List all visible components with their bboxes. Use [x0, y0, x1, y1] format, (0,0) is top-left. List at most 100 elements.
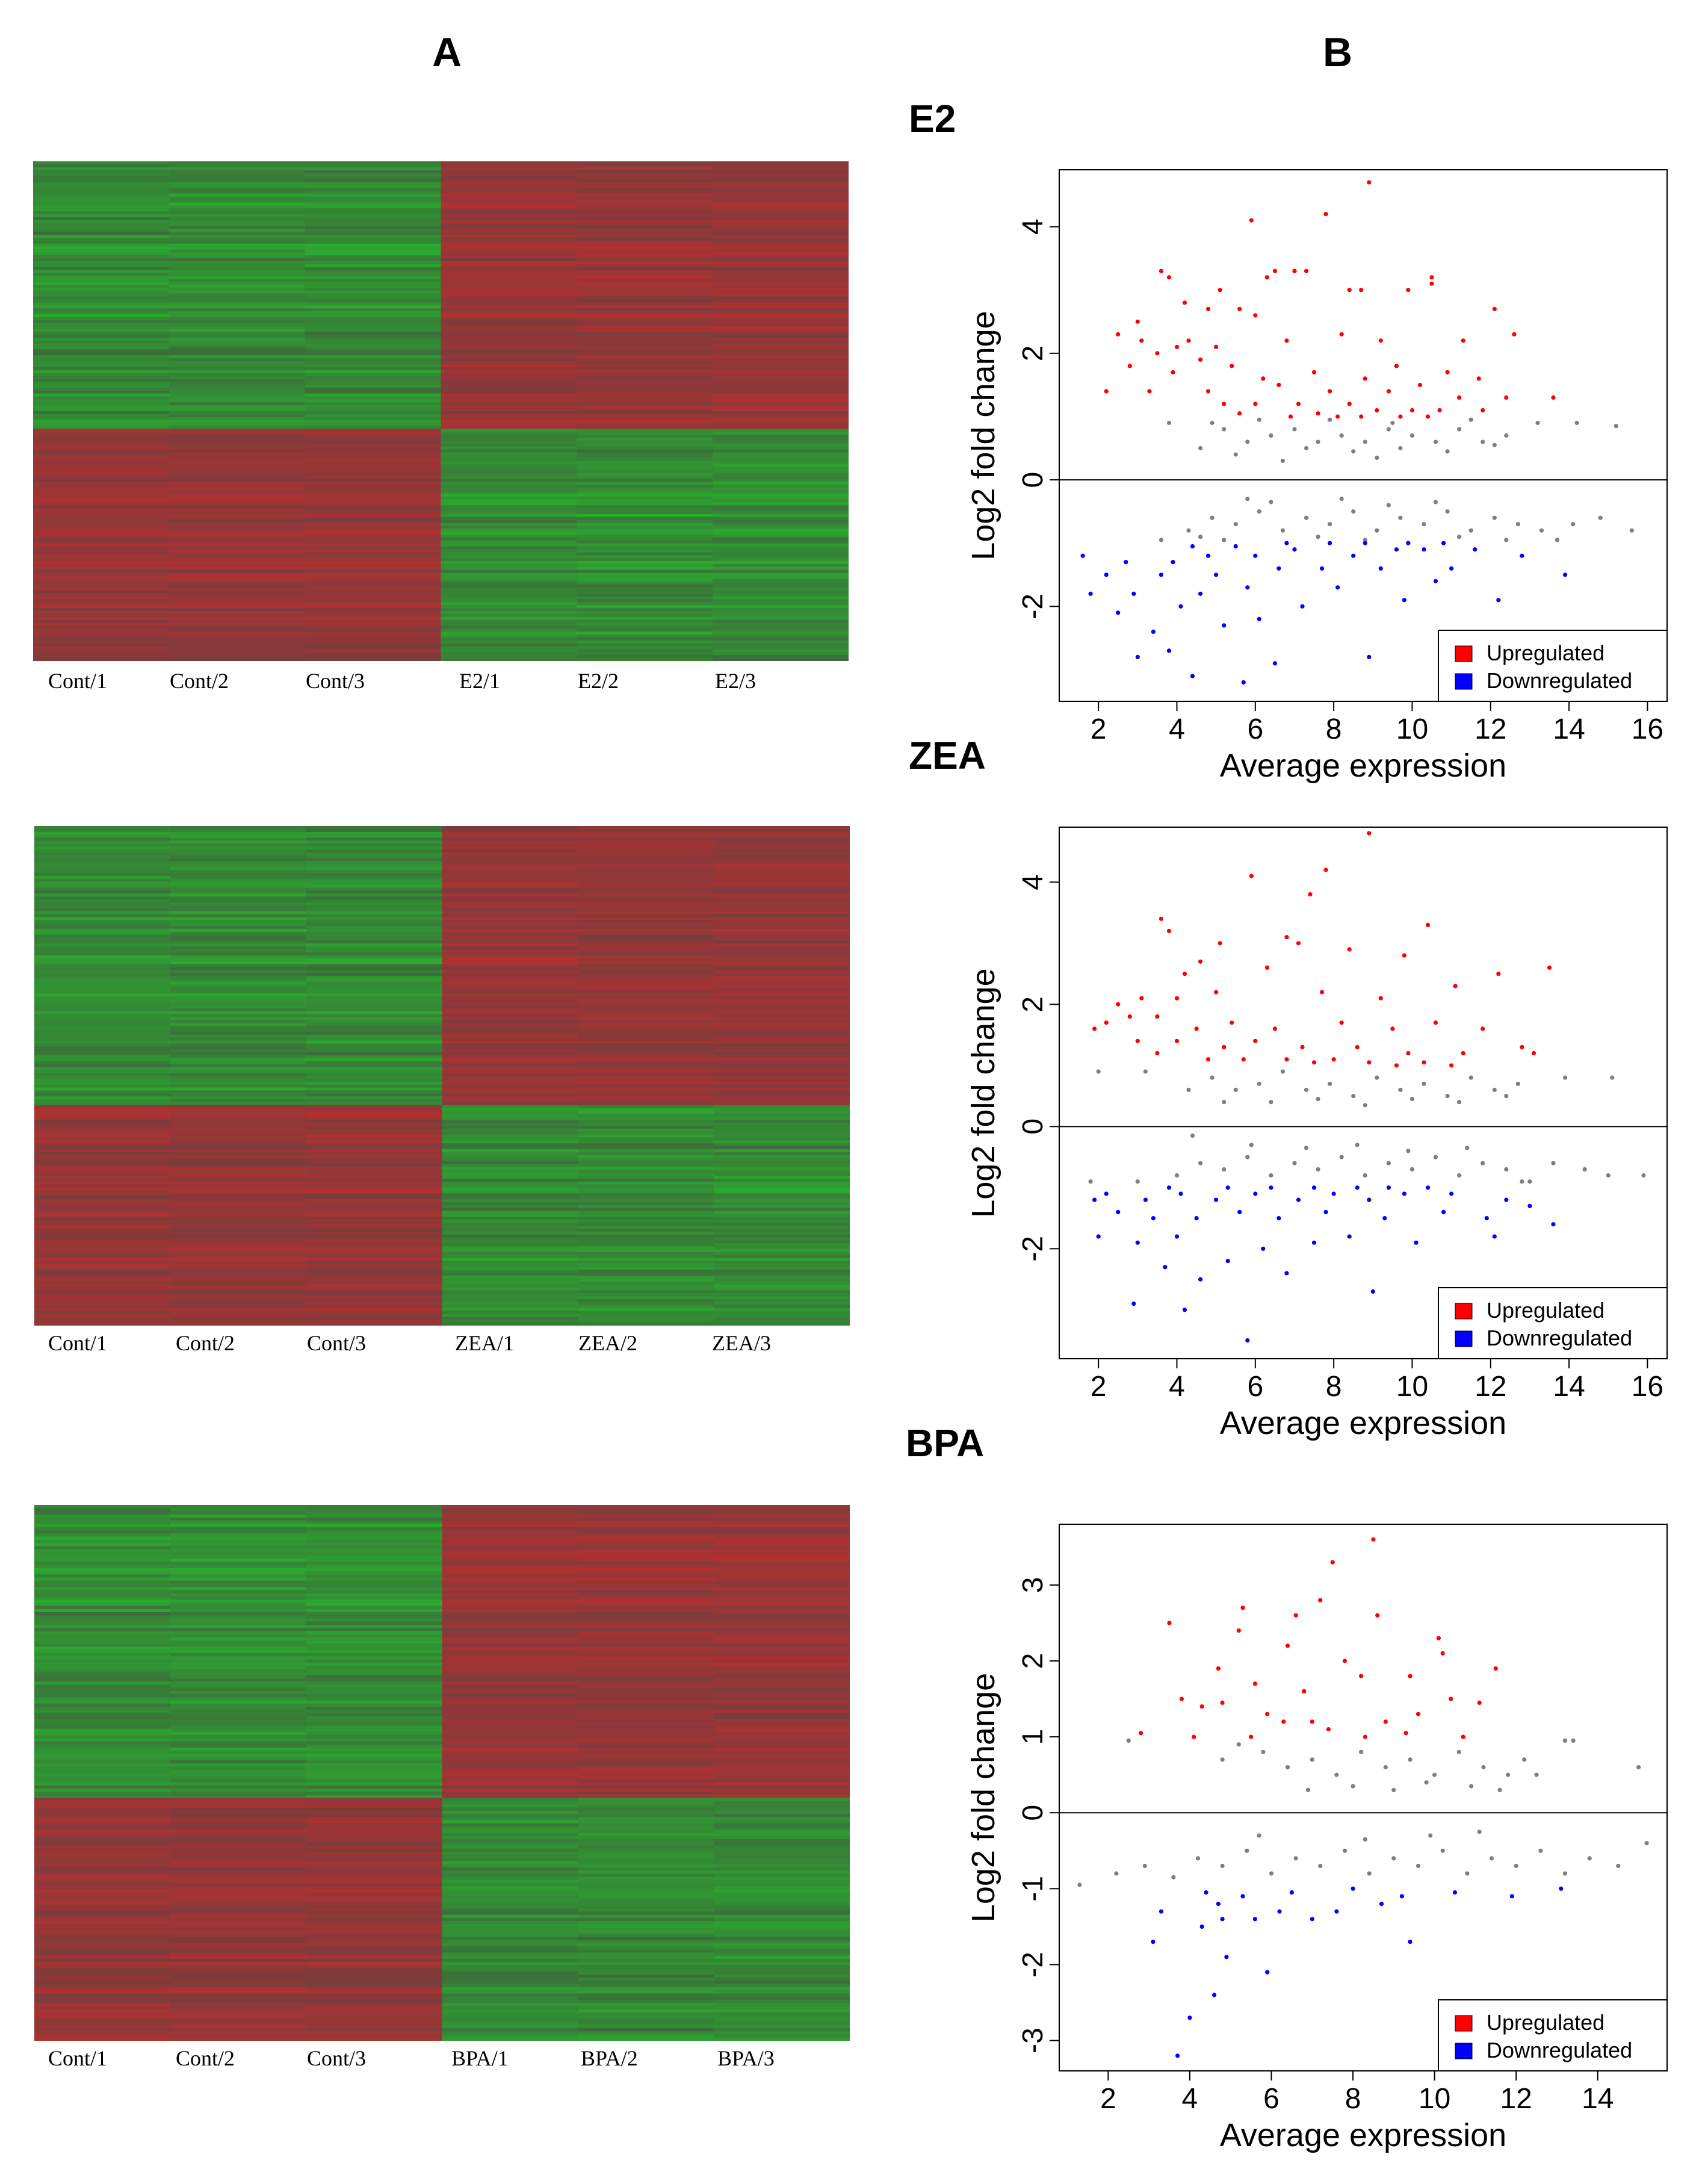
- heatmap-cell: [442, 1924, 578, 1928]
- heatmap-cell: [170, 1628, 307, 1632]
- heatmap-cell: [170, 843, 307, 847]
- heatmap-cell: [170, 1317, 307, 1320]
- heatmap-cell: [306, 2015, 443, 2019]
- heatmap-cell: [441, 464, 577, 468]
- heatmap-cell: [713, 208, 849, 212]
- heatmap-cell: [34, 1836, 171, 1840]
- heatmap-cell: [306, 1020, 443, 1023]
- heatmap-cell: [306, 1011, 443, 1015]
- heatmap-cell: [714, 1628, 850, 1632]
- heatmap-cell: [578, 973, 714, 976]
- heatmap-cell: [578, 1643, 714, 1648]
- heatmap-cell: [714, 2015, 850, 2019]
- heatmap-cell: [578, 1810, 714, 1814]
- heatmap-cell: [33, 370, 170, 374]
- heatmap-cell: [170, 2019, 307, 2023]
- data-point: [1198, 445, 1203, 451]
- heatmap-cell: [33, 543, 170, 547]
- x-tick-label: 4: [1182, 2083, 1198, 2115]
- x-tick-label: 16: [1632, 713, 1663, 745]
- heatmap-cell: [442, 1864, 578, 1868]
- heatmap-cell: [713, 585, 849, 588]
- heatmap-cell: [578, 1719, 714, 1723]
- data-point: [1514, 1863, 1518, 1869]
- heatmap-cell: [442, 2037, 578, 2041]
- heatmap-cell: [34, 1226, 171, 1229]
- heatmap-cell: [170, 1987, 307, 1991]
- heatmap-cell: [305, 217, 442, 221]
- data-point: [1269, 1185, 1273, 1190]
- heatmap-cell: [169, 308, 306, 312]
- heatmap-cell: [305, 332, 442, 335]
- heatmap-cell: [713, 402, 849, 406]
- heatmap-cell: [578, 1978, 714, 1982]
- data-point: [1440, 1651, 1445, 1656]
- heatmap-cell: [306, 1240, 443, 1244]
- heatmap-cell: [578, 1675, 714, 1679]
- heatmap-cell: [305, 464, 442, 468]
- heatmap-cell: [713, 220, 849, 224]
- heatmap-cell: [578, 1952, 714, 1957]
- heatmap-cell: [577, 482, 713, 485]
- heatmap-cell: [306, 887, 443, 892]
- heatmap-cell: [169, 487, 306, 491]
- heatmap-cell: [306, 855, 443, 859]
- heatmap-cell: [442, 1281, 578, 1285]
- heatmap-cell: [578, 1011, 714, 1015]
- heatmap-cell: [170, 1725, 307, 1730]
- heatmap-cell: [34, 1220, 171, 1223]
- heatmap-cell: [306, 1002, 443, 1006]
- heatmap-cell: [170, 1176, 307, 1179]
- heatmap-cell: [34, 1246, 171, 1250]
- data-point: [1406, 1149, 1411, 1153]
- heatmap-cell: [714, 1722, 850, 1727]
- heatmap-cell: [34, 1609, 171, 1613]
- heatmap-cell: [577, 455, 713, 459]
- heatmap-cell: [305, 517, 442, 521]
- heatmap-cell: [577, 232, 713, 235]
- heatmap-cell: [714, 1293, 850, 1297]
- heatmap-cell: [714, 1731, 850, 1736]
- data-point: [1616, 1863, 1621, 1869]
- heatmap-cell: [306, 1196, 443, 1200]
- heatmap-cell: [578, 1769, 714, 1773]
- heatmap-cell: [577, 449, 713, 453]
- heatmap-cell: [34, 1114, 171, 1117]
- heatmap-cell: [170, 1870, 307, 1875]
- data-point: [1230, 364, 1234, 368]
- heatmap-cell: [170, 1908, 307, 1912]
- heatmap-cell: [713, 308, 849, 312]
- heatmap-cell: [305, 382, 442, 385]
- heatmap-cell: [170, 1149, 307, 1153]
- heatmap-cell: [441, 270, 577, 274]
- heatmap-cell: [442, 1826, 578, 1830]
- heatmap-cell: [442, 1600, 578, 1603]
- heatmap-cell: [714, 1246, 850, 1250]
- heatmap-cell: [305, 549, 442, 553]
- heatmap-cell: [578, 1801, 714, 1805]
- heatmap-cell: [714, 861, 850, 865]
- data-point: [1493, 1666, 1498, 1671]
- heatmap-cell: [33, 508, 170, 512]
- heatmap-cell: [442, 864, 578, 867]
- heatmap-cell: [170, 908, 307, 912]
- heatmap-cell: [578, 1552, 714, 1556]
- heatmap-cell: [34, 1031, 171, 1035]
- heatmap-cell: [170, 1087, 307, 1091]
- data-point: [1220, 1917, 1225, 1922]
- data-point: [1520, 1179, 1524, 1184]
- heatmap-cell: [713, 396, 849, 400]
- heatmap-cell: [34, 1792, 171, 1796]
- heatmap-cell: [714, 1105, 850, 1109]
- heatmap-cell: [305, 526, 442, 529]
- heatmap-cell: [714, 1886, 850, 1890]
- heatmap-cell: [170, 870, 307, 874]
- heatmap-cell: [170, 1276, 307, 1279]
- heatmap-cell: [33, 493, 170, 497]
- heatmap-cell: [442, 1886, 578, 1890]
- heatmap-cell: [714, 1302, 850, 1306]
- heatmap-cell: [577, 637, 713, 641]
- heatmap-cell: [713, 563, 849, 568]
- heatmap-cell: [170, 1968, 307, 1972]
- heatmap-cell: [714, 1258, 850, 1262]
